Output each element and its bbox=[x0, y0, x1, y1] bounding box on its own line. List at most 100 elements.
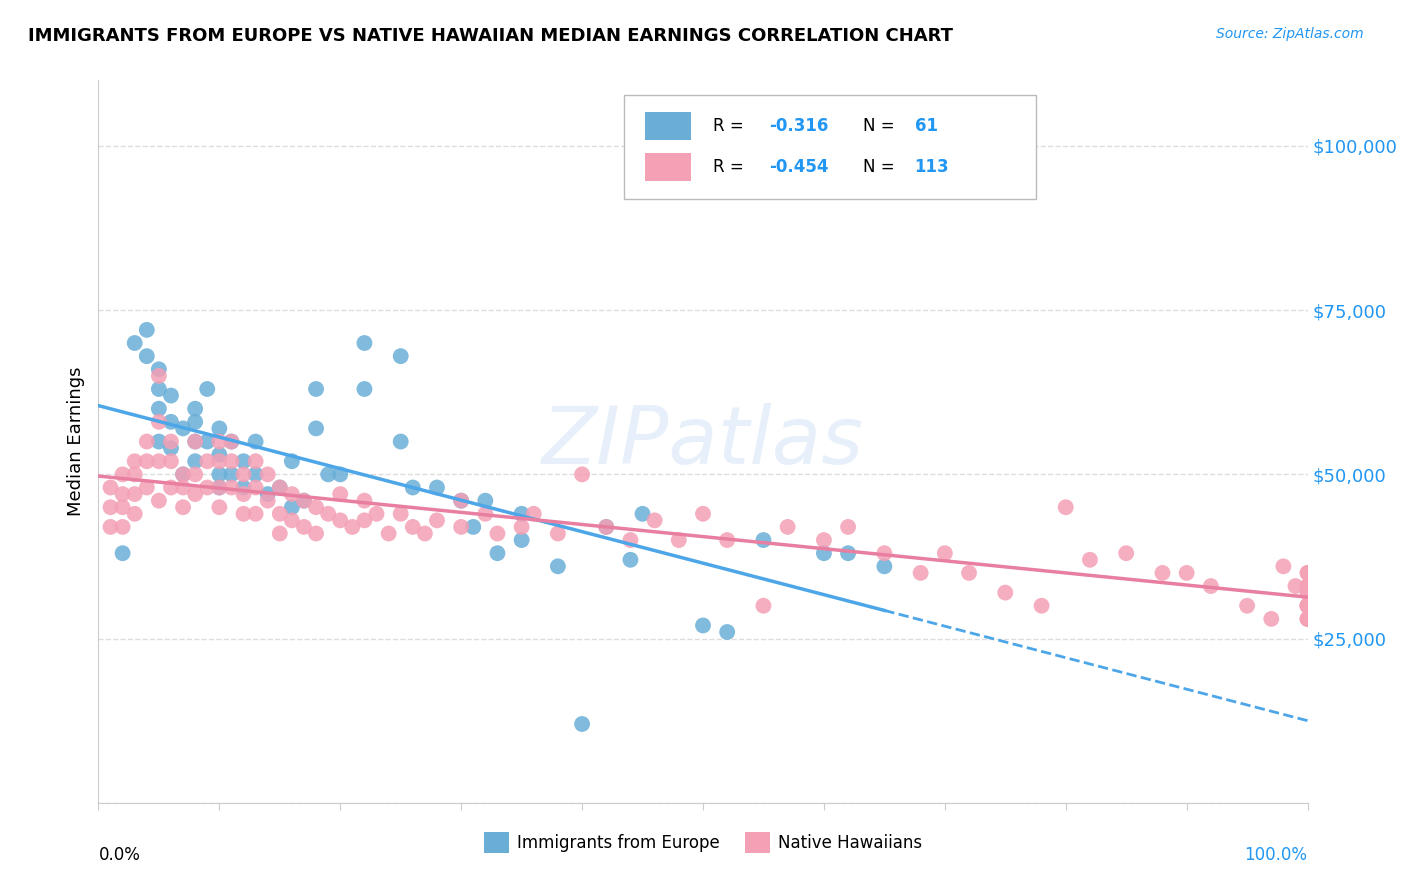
Point bbox=[510, 520, 533, 534]
Point bbox=[1054, 500, 1077, 515]
Point bbox=[631, 507, 654, 521]
Point bbox=[195, 454, 218, 468]
Point bbox=[353, 493, 375, 508]
Point bbox=[208, 481, 231, 495]
Point bbox=[1115, 546, 1137, 560]
Point bbox=[184, 454, 207, 468]
Point bbox=[100, 481, 122, 495]
Point bbox=[160, 441, 183, 455]
Point bbox=[1296, 599, 1319, 613]
Point bbox=[510, 533, 533, 547]
Point bbox=[1296, 612, 1319, 626]
Point bbox=[1296, 566, 1319, 580]
Point bbox=[232, 454, 254, 468]
Point bbox=[232, 481, 254, 495]
Point bbox=[1296, 612, 1319, 626]
Point bbox=[595, 520, 617, 534]
Point bbox=[221, 434, 243, 449]
Point bbox=[692, 618, 714, 632]
Point bbox=[124, 487, 146, 501]
Point bbox=[619, 553, 641, 567]
Y-axis label: Median Earnings: Median Earnings bbox=[66, 367, 84, 516]
Point bbox=[486, 526, 509, 541]
Point bbox=[1296, 585, 1319, 599]
Point bbox=[124, 336, 146, 351]
Point bbox=[184, 434, 207, 449]
Point bbox=[316, 507, 339, 521]
Point bbox=[776, 520, 799, 534]
Point bbox=[148, 368, 170, 383]
Point bbox=[281, 454, 304, 468]
Point bbox=[377, 526, 399, 541]
Point bbox=[135, 349, 157, 363]
Point bbox=[426, 513, 449, 527]
Point bbox=[148, 401, 170, 416]
Point bbox=[135, 434, 157, 449]
Point bbox=[160, 454, 183, 468]
Point bbox=[148, 362, 170, 376]
Point bbox=[184, 401, 207, 416]
Point bbox=[111, 487, 134, 501]
Text: 61: 61 bbox=[915, 117, 938, 135]
Point bbox=[184, 467, 207, 482]
Point bbox=[450, 493, 472, 508]
Point bbox=[994, 585, 1017, 599]
Point bbox=[402, 481, 425, 495]
Point bbox=[353, 336, 375, 351]
Point bbox=[160, 481, 183, 495]
Point bbox=[716, 533, 738, 547]
Point bbox=[934, 546, 956, 560]
Point bbox=[474, 507, 496, 521]
Point bbox=[124, 454, 146, 468]
Point bbox=[547, 559, 569, 574]
Point bbox=[221, 481, 243, 495]
Point bbox=[402, 520, 425, 534]
Point bbox=[1296, 579, 1319, 593]
Point bbox=[172, 481, 194, 495]
Point bbox=[100, 500, 122, 515]
Point bbox=[245, 507, 267, 521]
Point bbox=[111, 546, 134, 560]
Legend: Immigrants from Europe, Native Hawaiians: Immigrants from Europe, Native Hawaiians bbox=[477, 826, 929, 860]
Point bbox=[292, 493, 315, 508]
Point bbox=[100, 520, 122, 534]
Point bbox=[208, 500, 231, 515]
Point bbox=[353, 382, 375, 396]
Point bbox=[208, 454, 231, 468]
Point bbox=[450, 493, 472, 508]
Point bbox=[135, 454, 157, 468]
Point bbox=[148, 382, 170, 396]
Point bbox=[148, 493, 170, 508]
Point bbox=[269, 507, 291, 521]
Point bbox=[1078, 553, 1101, 567]
Point bbox=[281, 500, 304, 515]
Point bbox=[195, 434, 218, 449]
Point bbox=[692, 507, 714, 521]
Point bbox=[873, 546, 896, 560]
Point bbox=[813, 546, 835, 560]
Point bbox=[160, 415, 183, 429]
Point bbox=[245, 454, 267, 468]
Point bbox=[1199, 579, 1222, 593]
Point bbox=[450, 520, 472, 534]
Point bbox=[329, 467, 352, 482]
Point bbox=[463, 520, 485, 534]
Point bbox=[221, 434, 243, 449]
Point bbox=[571, 717, 593, 731]
Point bbox=[232, 487, 254, 501]
Point bbox=[184, 415, 207, 429]
Point bbox=[523, 507, 546, 521]
Point bbox=[1296, 599, 1319, 613]
Point bbox=[172, 421, 194, 435]
Text: R =: R = bbox=[713, 158, 748, 176]
Text: -0.454: -0.454 bbox=[769, 158, 830, 176]
Point bbox=[269, 481, 291, 495]
Point bbox=[281, 513, 304, 527]
Point bbox=[1296, 599, 1319, 613]
Point bbox=[619, 533, 641, 547]
Point bbox=[256, 467, 278, 482]
Point bbox=[329, 487, 352, 501]
Point bbox=[474, 493, 496, 508]
Text: 100.0%: 100.0% bbox=[1244, 847, 1308, 864]
Point bbox=[486, 546, 509, 560]
